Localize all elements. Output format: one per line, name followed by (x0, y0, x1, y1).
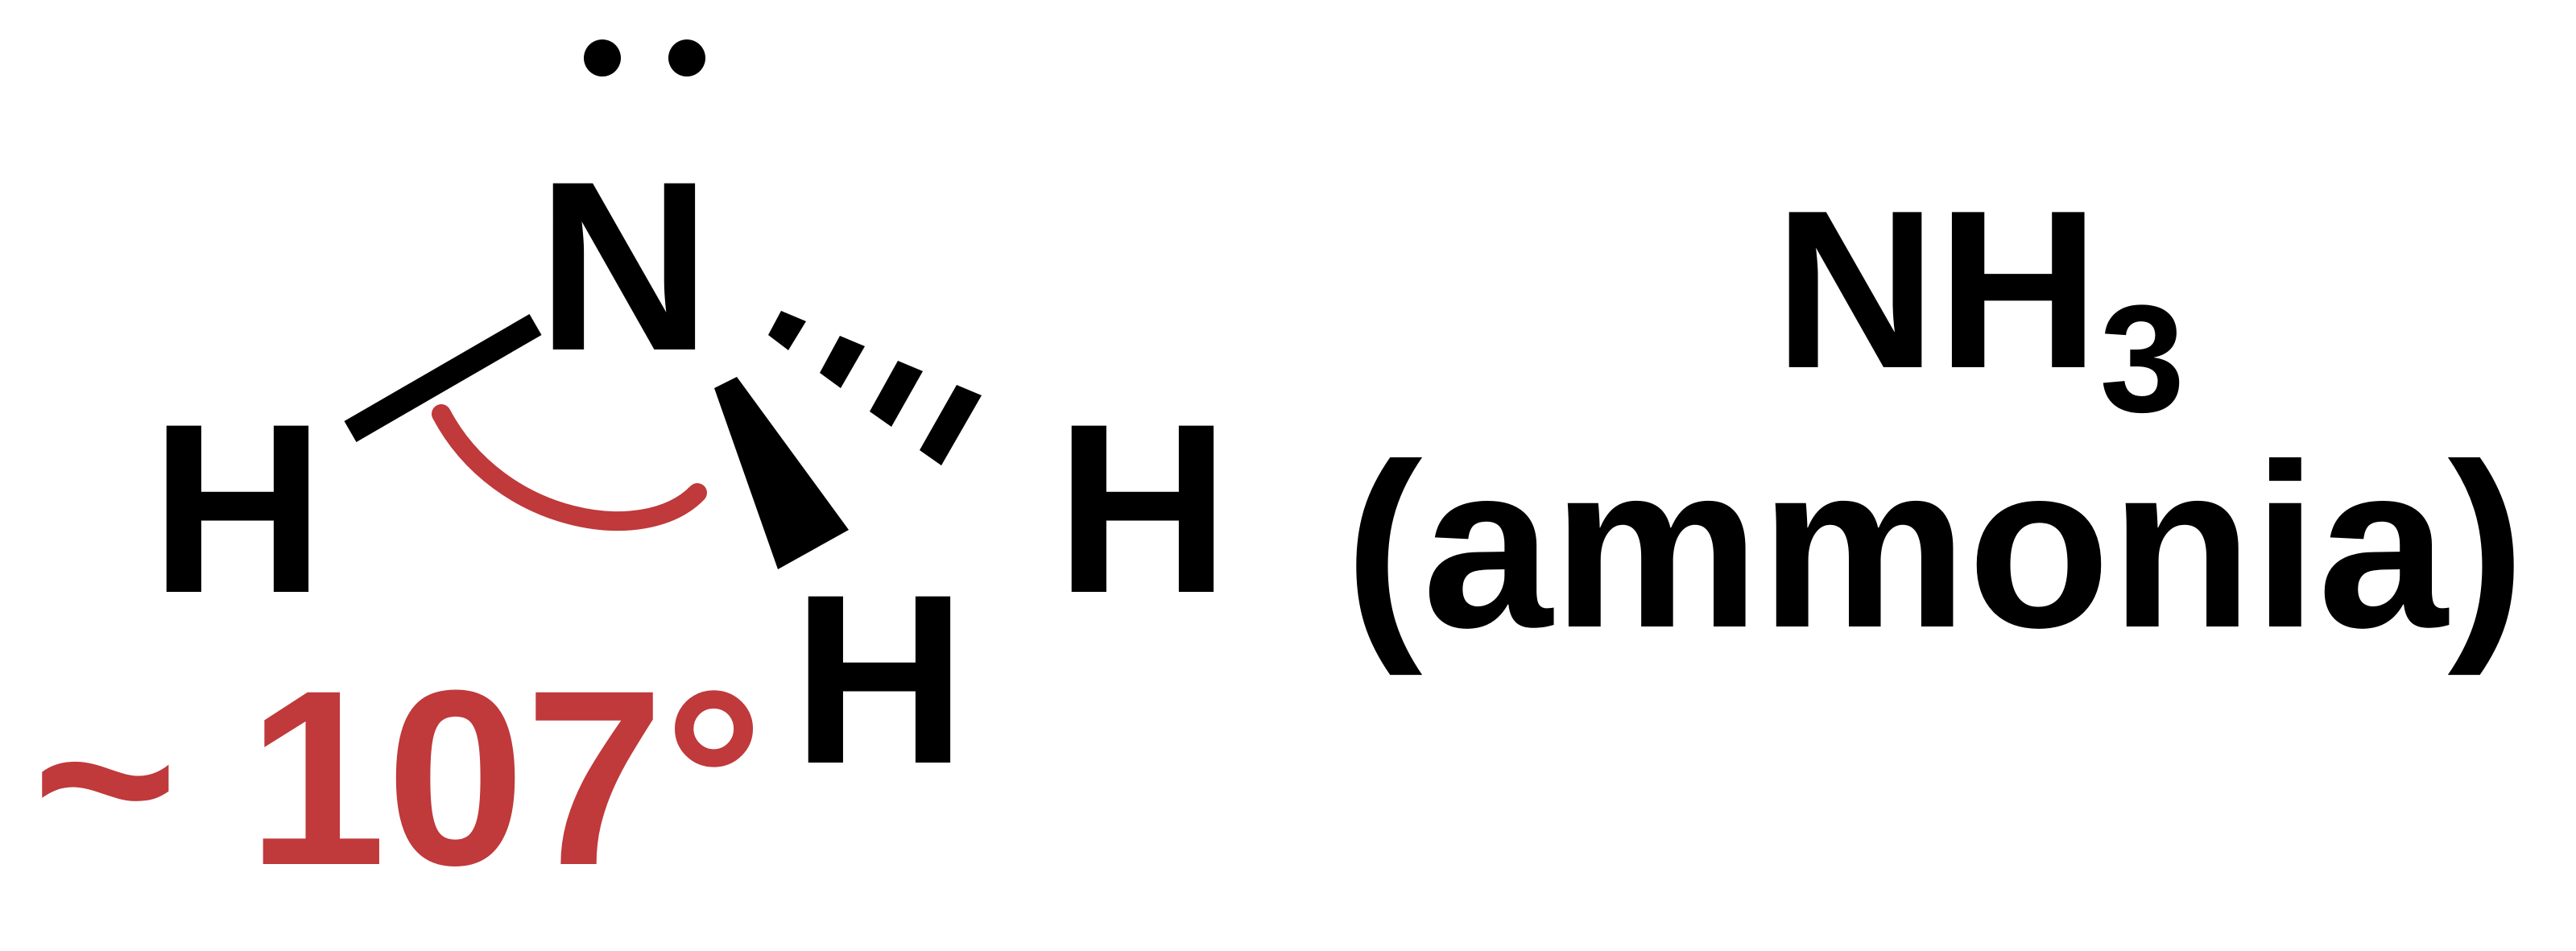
bond-dash-1 (768, 311, 806, 350)
bond-dash-2 (820, 336, 865, 388)
hydrogen-atom-left: H (151, 373, 325, 643)
hydrogen-atom-right: H (1056, 373, 1230, 643)
lone-pair-dot-left (584, 39, 621, 76)
hydrogen-atom-bottom: H (792, 544, 967, 814)
nitrogen-atom: N (537, 130, 712, 401)
lone-pair (584, 39, 705, 76)
bond-angle-arc (432, 404, 707, 531)
formula-main: NH (1774, 164, 2099, 416)
lone-pair-dot-right (668, 39, 705, 76)
bond-single-left (344, 314, 542, 442)
compound-name: (ammonia) (1345, 416, 2525, 677)
bond-angle-label: ~ 107° (32, 638, 763, 917)
bond-wedge (714, 377, 849, 569)
molecular-formula: NH3 (1774, 164, 2185, 444)
formula-subscript: 3 (2099, 274, 2185, 444)
bond-dash-3 (870, 361, 923, 427)
bond-dash-4 (920, 385, 982, 465)
bond-dashed (768, 311, 982, 465)
